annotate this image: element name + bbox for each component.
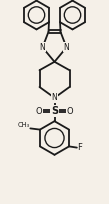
Text: F: F: [77, 143, 82, 152]
Text: O: O: [36, 106, 43, 115]
Text: N: N: [52, 93, 57, 102]
Text: S: S: [51, 106, 58, 116]
Text: N: N: [64, 43, 69, 52]
Text: O: O: [66, 106, 73, 115]
Text: CH₃: CH₃: [18, 122, 30, 128]
Text: N: N: [40, 43, 45, 52]
